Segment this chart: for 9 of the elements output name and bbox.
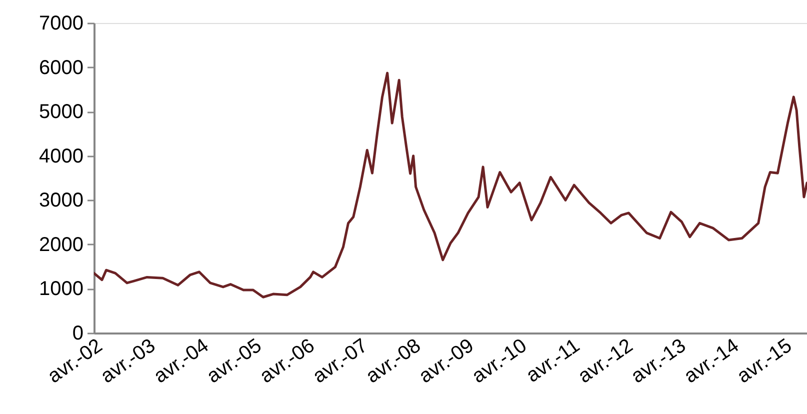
y-tick-label: 5000 (39, 101, 84, 124)
y-tick-label: 2000 (39, 234, 84, 256)
y-tick-label: 6000 (39, 56, 84, 79)
line-series (94, 72, 807, 298)
y-tick-label: 7000 (39, 12, 84, 34)
y-tick-label: 1000 (39, 278, 84, 300)
y-tick-label: 3000 (39, 190, 84, 212)
y-tick-label: 0 (72, 322, 84, 344)
y-tick-label: 4000 (39, 145, 84, 168)
